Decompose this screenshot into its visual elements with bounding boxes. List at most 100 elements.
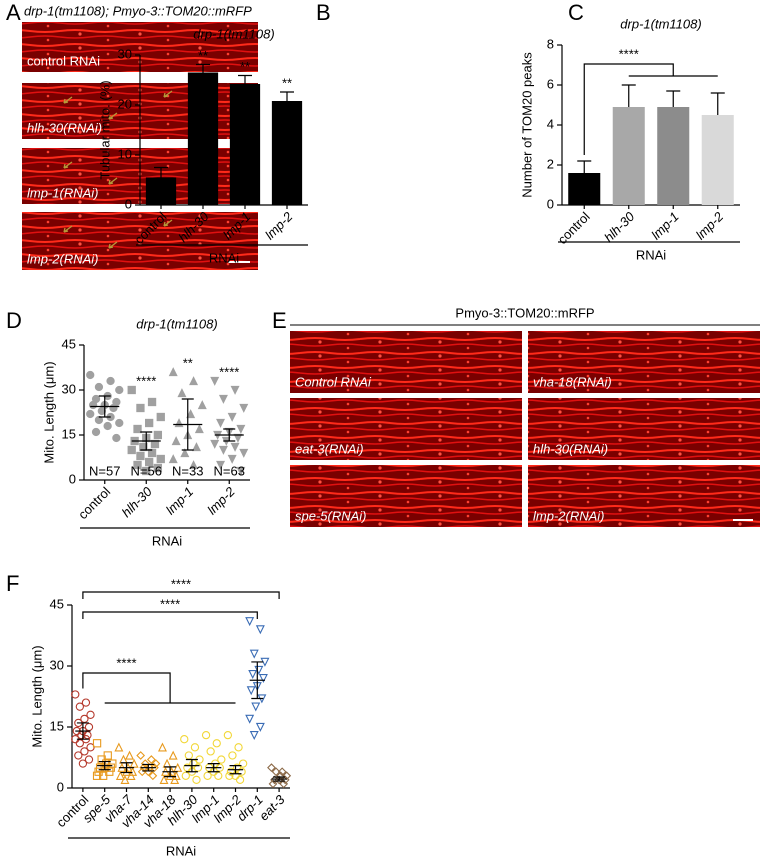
x-axis-label: RNAi [166, 843, 196, 856]
y-tick-label: 4 [547, 116, 554, 131]
point [232, 763, 242, 772]
bracket [82, 591, 280, 599]
x-tick-label: eat-3 [256, 791, 288, 823]
bracket [82, 611, 258, 619]
y-tick-label: 10 [118, 146, 132, 161]
image-label: control RNAi [27, 53, 100, 68]
point [148, 771, 158, 781]
point [225, 771, 234, 780]
y-axis-label: Mito. Length (μm) [41, 361, 56, 463]
error-bar [98, 760, 111, 771]
arrow [63, 161, 73, 169]
point [171, 436, 181, 446]
x-tick-label: control [75, 484, 113, 522]
point [170, 775, 180, 785]
point [78, 759, 88, 768]
point [268, 779, 278, 789]
point [210, 439, 220, 449]
x-tick-label: lmp-1 [648, 209, 682, 243]
panel-letter: A [6, 0, 21, 25]
point [126, 770, 136, 780]
x-tick-label: lmp-2 [693, 208, 727, 242]
point [112, 433, 121, 443]
point [230, 442, 240, 452]
point [239, 403, 249, 413]
point [86, 370, 95, 380]
error-bar [164, 766, 177, 778]
point [190, 743, 200, 752]
point [180, 448, 190, 458]
error-bar [577, 160, 592, 173]
y-tick-label: 0 [547, 196, 554, 211]
point [86, 710, 95, 719]
point [92, 771, 102, 780]
error-bar [251, 661, 264, 700]
image-label: lmp-2(RNAi) [533, 508, 605, 523]
micrograph [22, 212, 258, 270]
point [181, 771, 190, 780]
point [210, 376, 220, 386]
point [238, 759, 248, 768]
point [214, 771, 223, 780]
image-label: hlh-30(RNAi) [27, 120, 102, 135]
error-bar [207, 763, 220, 773]
x-tick-label: hlh-30 [601, 208, 638, 245]
y-tick-label: 8 [547, 36, 554, 51]
error-bar [621, 84, 636, 107]
bar [271, 101, 303, 205]
error-bar [229, 765, 242, 775]
arrow [63, 96, 73, 104]
point [218, 445, 228, 455]
point [279, 779, 289, 789]
point [159, 775, 169, 785]
arrow [163, 90, 173, 98]
y-tick-label: 0 [125, 196, 132, 211]
point [97, 406, 106, 416]
point [125, 750, 135, 760]
bar [657, 107, 690, 205]
point [249, 730, 259, 740]
bar [568, 173, 601, 205]
panel-letter: E [272, 308, 287, 333]
chart-title: drp-1(tm1108) [136, 316, 217, 331]
y-axis-label: Tubular mito. (%) [97, 80, 112, 179]
chart-title: drp-1(tm1108) [193, 26, 274, 41]
point [115, 385, 124, 395]
point [75, 702, 84, 711]
point [192, 775, 201, 785]
x-tick-label: lmp-1 [163, 484, 197, 518]
panel-letter: B [316, 0, 331, 25]
point [146, 755, 156, 764]
error-bar [181, 398, 194, 451]
point [177, 388, 187, 398]
arrow [108, 241, 118, 249]
image-label: lmp-2(RNAi) [27, 251, 99, 266]
panel-title: drp-1(tm1108); Pmyo-3::TOM20::mRFP [24, 3, 252, 18]
point [156, 454, 165, 464]
panel-letter: C [568, 0, 584, 25]
error-bar [280, 91, 294, 101]
point [189, 376, 199, 386]
error-bar [196, 63, 210, 73]
error-bar [98, 395, 111, 418]
point [230, 385, 240, 395]
point [236, 424, 246, 434]
point [147, 397, 157, 407]
point [245, 714, 255, 724]
point [218, 394, 228, 404]
point [197, 400, 207, 410]
point [127, 445, 136, 455]
point [180, 735, 189, 744]
point [133, 460, 142, 470]
panel-letter: F [6, 571, 19, 596]
image-label: Control RNAi [295, 374, 372, 389]
point [99, 771, 108, 780]
point [133, 424, 142, 434]
y-tick-label: 2 [547, 156, 554, 171]
point [71, 690, 80, 699]
y-tick-label: 6 [547, 76, 554, 91]
bar [612, 107, 645, 205]
image-label: eat-3(RNAi) [295, 441, 364, 456]
point [173, 762, 183, 772]
